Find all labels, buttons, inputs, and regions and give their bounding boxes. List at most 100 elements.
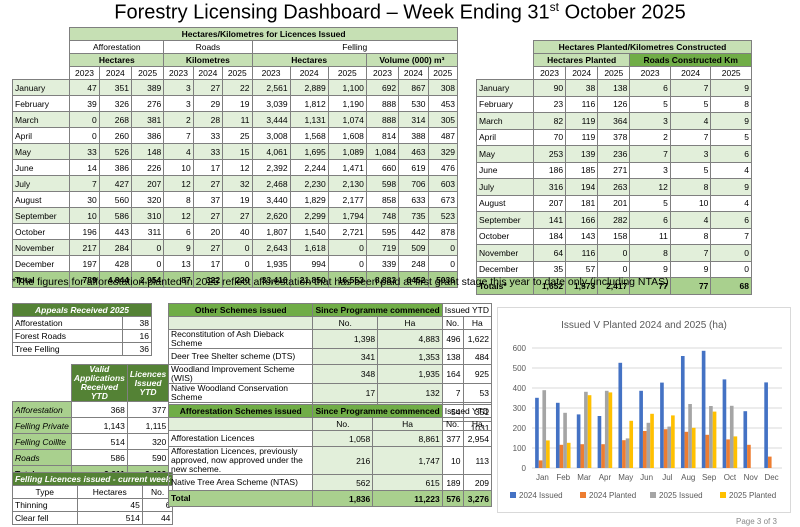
cell: 116 xyxy=(565,244,599,262)
cell: 305 xyxy=(427,111,459,128)
cell: 562 xyxy=(312,474,374,491)
cell: 320 xyxy=(126,433,170,450)
cell: 381 xyxy=(130,111,165,128)
cell: 5 xyxy=(710,128,752,146)
cell: 185 xyxy=(565,161,599,179)
cell: 348 xyxy=(312,364,379,384)
cell: 1,131 xyxy=(289,111,329,128)
cell: 197 xyxy=(69,255,100,272)
cell: 10 xyxy=(163,159,194,176)
cell: 12 xyxy=(163,175,194,192)
cell: 925 xyxy=(462,364,493,384)
cell: 590 xyxy=(126,449,170,466)
cell: 560 xyxy=(98,191,132,208)
cell: 207 xyxy=(130,175,165,192)
cell: 4 xyxy=(669,211,712,229)
cell: Ha xyxy=(372,417,443,431)
cell: 2025 xyxy=(327,66,367,80)
empty-cell xyxy=(167,417,314,431)
title-end: October 2025 xyxy=(559,1,686,24)
legend-swatch xyxy=(650,492,656,498)
table-row: September 10 586 310 12 27 27 2,620 2,299 1,794 74… xyxy=(11,207,459,224)
cell: 4,844 xyxy=(98,271,132,288)
cell: 44 xyxy=(141,511,174,525)
legend-swatch xyxy=(510,492,516,498)
table-row: Roads 586 590 xyxy=(12,449,170,466)
cell: 38 xyxy=(565,79,599,97)
cell: Roads xyxy=(12,449,72,466)
cell: 633 xyxy=(398,191,429,208)
cell: 32 xyxy=(222,175,253,192)
cell: 476 xyxy=(427,159,459,176)
table-row: January 47 351 389 3 27 22 2,561 2,889 1,100 692 86… xyxy=(11,79,459,96)
cell: 16,553 xyxy=(327,271,367,288)
cell: 2,643 xyxy=(251,239,291,256)
cell: 68 xyxy=(710,277,752,295)
cell: 320 xyxy=(130,191,165,208)
cell: September xyxy=(11,207,71,224)
x-tick-label: Sep xyxy=(702,473,717,482)
cell: 5036 xyxy=(427,271,459,288)
cell: 692 xyxy=(365,79,400,96)
cell: 10 xyxy=(69,207,100,224)
empty-cell xyxy=(13,365,72,402)
x-tick-label: Jul xyxy=(662,473,672,482)
cell: 209 xyxy=(462,474,493,491)
title-sup: st xyxy=(549,0,560,14)
bar xyxy=(743,411,748,468)
bar xyxy=(709,406,713,468)
cell: 0 xyxy=(130,239,165,256)
table-row: Hectares/Kilometres for Licences Issued xyxy=(13,27,458,41)
cell: 25 xyxy=(222,127,253,144)
appeals-table: Appeals Received 2025 Afforestation 38 Fore… xyxy=(11,303,152,356)
cell: 0 xyxy=(427,255,459,272)
cell: 9 xyxy=(669,260,712,278)
table-row: No. Ha No. Ha xyxy=(167,417,493,431)
cell: 1,836 xyxy=(312,490,374,507)
bar xyxy=(597,416,602,468)
table-row: Deer Tree Shelter scheme (DTS) 341 1,353 13… xyxy=(167,348,493,365)
cell: 2023 xyxy=(163,66,194,80)
cell: Ha xyxy=(377,316,443,330)
table-row: Hectares Kilometres Hectares Volume (000) m… xyxy=(13,53,459,67)
cell: 364 xyxy=(597,112,631,130)
cell: 3 xyxy=(163,95,194,112)
y-tick-label: 600 xyxy=(513,344,527,353)
cell: 10 xyxy=(441,446,464,475)
bar xyxy=(688,404,692,468)
x-tick-label: Aug xyxy=(681,473,695,482)
cell: 33 xyxy=(69,143,100,160)
cell: 530 xyxy=(398,95,429,112)
bar xyxy=(546,440,550,468)
empty-cell xyxy=(13,54,70,67)
cell: Hectares xyxy=(76,485,143,499)
cell: 138 xyxy=(597,79,631,97)
cell: 1,398 xyxy=(312,329,379,349)
cell: Felling xyxy=(251,40,458,54)
cell: 87 xyxy=(163,271,194,288)
page-footer: Page 3 of 3 xyxy=(736,517,777,526)
bar xyxy=(629,420,634,468)
cell: 487 xyxy=(427,127,459,144)
cell: Deer Tree Shelter scheme (DTS) xyxy=(167,348,314,365)
cell: Felling Licences issued - current week xyxy=(11,472,174,486)
cell: 1,089 xyxy=(327,143,367,160)
cell: 1,608 xyxy=(327,127,367,144)
cell: 1,143 xyxy=(70,417,128,434)
cell: 6 xyxy=(710,211,752,229)
table-row: Tree Felling 36 xyxy=(11,342,152,356)
cell: 1,794 xyxy=(327,207,367,224)
cell: 2025 xyxy=(710,66,752,80)
cell: 1,652 xyxy=(532,277,567,295)
cell: 11,223 xyxy=(372,490,443,507)
cell: 7 xyxy=(163,127,194,144)
cell: 166 xyxy=(565,211,599,229)
table-row: Afforestation 368 377 xyxy=(12,401,170,418)
bar xyxy=(680,356,685,468)
table-row: September 141 166 282 6 4 6 xyxy=(476,211,752,229)
cell: 2024 xyxy=(98,66,132,80)
cell: 5 xyxy=(669,95,712,113)
cell: 4 xyxy=(710,194,752,212)
cell: 33 xyxy=(192,127,224,144)
table: Felling Licences issued - current week Ty… xyxy=(11,472,174,525)
